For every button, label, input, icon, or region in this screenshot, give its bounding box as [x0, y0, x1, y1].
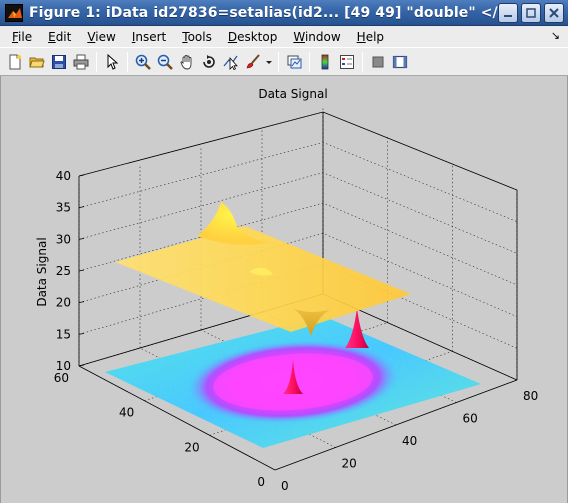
z-tick	[78, 237, 85, 240]
z-tick-label: 10	[56, 359, 71, 373]
rotate-3d-button[interactable]	[198, 51, 220, 73]
menu-bar: File Edit View Insert Tools Desktop Wind…	[0, 26, 568, 47]
menu-view[interactable]: View	[87, 29, 116, 44]
figure-canvas[interactable]: Data Signal	[0, 76, 568, 503]
window-title: Figure 1: iData id27836=setalias(id2... …	[29, 4, 518, 21]
zoom-out-icon	[157, 54, 173, 70]
plot-title: Data Signal	[258, 87, 327, 101]
y-tick-label: 20	[184, 440, 199, 454]
toolbar-separator	[127, 51, 128, 72]
toolbar-separator	[278, 51, 279, 72]
print-button[interactable]	[70, 51, 92, 73]
axes-floor-edges	[78, 365, 518, 471]
zoom-in-icon	[135, 54, 151, 70]
close-button[interactable]	[544, 3, 564, 23]
pan-hand-icon	[180, 54, 192, 69]
menu-desktop[interactable]: Desktop	[227, 29, 278, 44]
new-figure-icon	[9, 54, 21, 69]
select-arrow-button[interactable]	[101, 51, 123, 73]
x-tick-label: 0	[281, 479, 289, 493]
x-tick-label: 40	[402, 434, 417, 448]
hide-plot-tools-button[interactable]	[367, 51, 389, 73]
open-file-button[interactable]	[26, 51, 48, 73]
show-plot-tools-icon	[392, 55, 408, 68]
menu-edit[interactable]: Edit	[48, 29, 72, 44]
close-icon	[549, 8, 559, 18]
minimize-icon	[504, 15, 512, 17]
data-cursor-button[interactable]	[220, 51, 242, 73]
brush-dropdown-icon	[266, 60, 272, 64]
brush-icon	[246, 53, 260, 68]
figure-toolbar	[0, 47, 568, 76]
z-tick	[78, 364, 85, 367]
link-plot-button[interactable]	[283, 51, 305, 73]
insert-legend-button[interactable]	[336, 51, 358, 73]
minimize-button[interactable]	[498, 3, 518, 23]
save-icon	[52, 54, 66, 69]
select-arrow-icon	[107, 53, 119, 70]
x-tick-label: 60	[463, 412, 478, 426]
menu-tools[interactable]: Tools	[182, 29, 212, 44]
insert-colorbar-button[interactable]	[314, 51, 336, 73]
z-axis: 10 15 20 25 30 35 40	[56, 169, 85, 373]
rotate-3d-icon	[203, 54, 215, 68]
y-tick-label: 0	[257, 475, 265, 489]
maximize-icon	[526, 8, 536, 18]
save-button[interactable]	[48, 51, 70, 73]
z-tick-label: 35	[56, 201, 71, 215]
y-tick-label: 60	[54, 371, 69, 385]
dock-figure-icon[interactable]: ↘	[550, 29, 560, 42]
pan-button[interactable]	[176, 51, 198, 73]
z-grid-line	[78, 202, 518, 286]
toolbar-separator	[309, 51, 310, 72]
matlab-logo-icon	[5, 3, 23, 22]
z-tick-label: 30	[56, 232, 71, 246]
menu-window[interactable]: Window	[293, 29, 341, 44]
z-tick	[78, 206, 85, 209]
y-axis: 0 20 40 60	[54, 371, 265, 489]
window-title-bar[interactable]: Figure 1: iData id27836=setalias(id2... …	[0, 0, 568, 26]
z-tick-label: 20	[56, 296, 71, 310]
brush-button[interactable]	[242, 51, 264, 73]
z-tick-label: 25	[56, 264, 71, 278]
print-icon	[73, 54, 89, 69]
y-tick-label: 40	[119, 406, 134, 420]
data-cursor-icon	[223, 55, 238, 70]
brush-dropdown-button[interactable]	[264, 51, 274, 73]
z-grid-line	[78, 111, 518, 191]
z-tick-label: 40	[56, 169, 71, 183]
legend-icon	[340, 54, 354, 69]
toolbar-separator	[362, 51, 363, 72]
link-plot-icon	[287, 55, 302, 68]
show-plot-tools-button[interactable]	[389, 51, 411, 73]
colorbar-icon	[321, 54, 329, 69]
open-file-icon	[29, 57, 45, 67]
z-grid-line	[78, 142, 518, 222]
zoom-in-button[interactable]	[132, 51, 154, 73]
toolbar-separator	[96, 51, 97, 72]
z-tick	[78, 174, 85, 177]
x-tick-label: 80	[523, 389, 538, 403]
x-axis: 0 20 40 60 80	[281, 389, 538, 493]
menu-file[interactable]: File	[12, 29, 33, 44]
hide-plot-tools-icon	[372, 56, 384, 67]
z-tick-label: 15	[56, 327, 71, 341]
z-tick	[78, 332, 85, 335]
z-tick	[78, 301, 85, 304]
z-grid-line	[78, 172, 518, 254]
x-tick-label: 20	[342, 457, 357, 471]
floor-peaks	[283, 308, 369, 394]
z-tick	[78, 269, 85, 272]
upper-plane-surface	[115, 202, 411, 336]
surface-plot[interactable]: Data Signal	[1, 76, 567, 503]
maximize-button[interactable]	[521, 3, 541, 23]
menu-help[interactable]: Help	[356, 29, 385, 44]
new-figure-button[interactable]	[4, 51, 26, 73]
z-axis-label: Data Signal	[35, 237, 49, 306]
menu-insert[interactable]: Insert	[131, 29, 167, 44]
zoom-out-button[interactable]	[154, 51, 176, 73]
z-grid-line	[78, 263, 518, 349]
